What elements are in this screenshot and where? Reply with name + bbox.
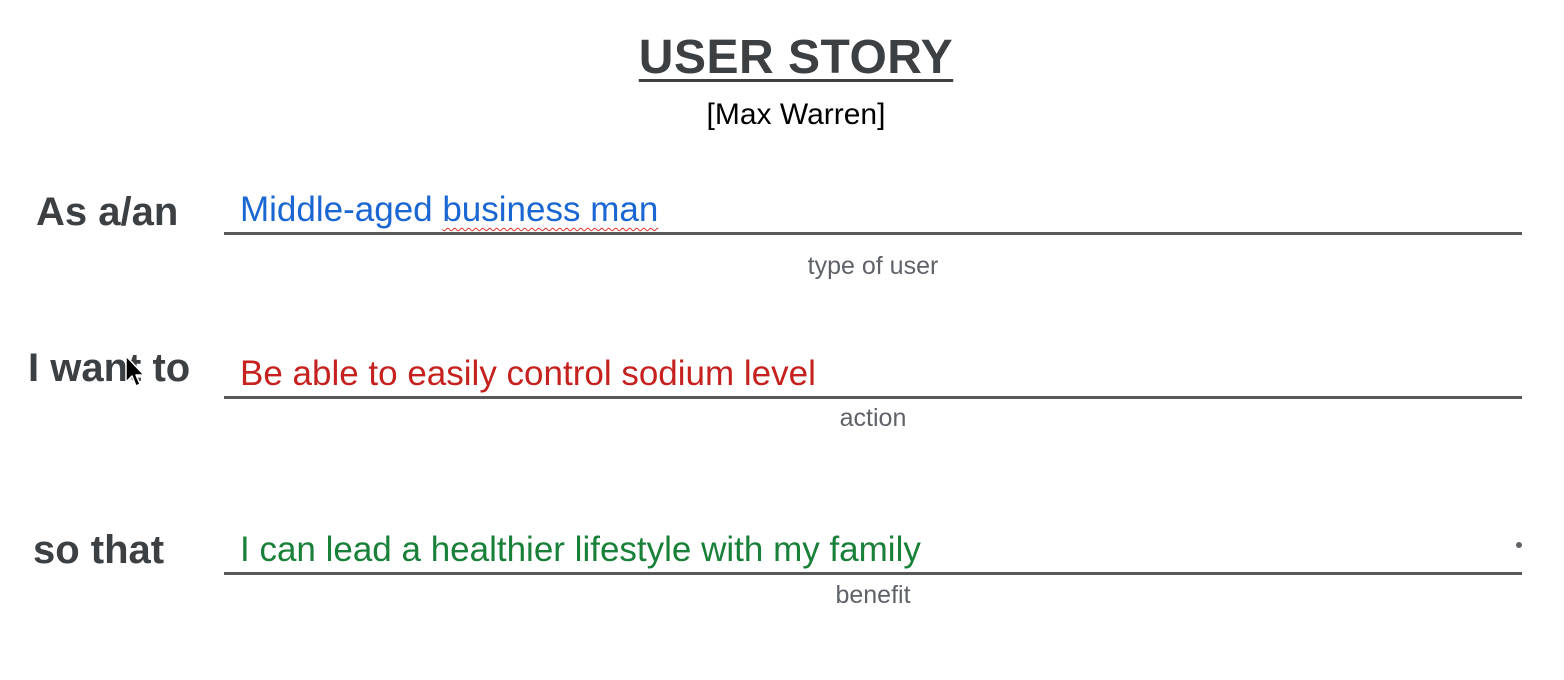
row-label-benefit: so that (33, 528, 165, 572)
user-type-value[interactable]: Middle-aged business man (240, 190, 658, 230)
user-type-value-prefix: Middle-aged (240, 190, 443, 229)
benefit-field[interactable]: I can lead a healthier lifestyle with my… (224, 512, 1522, 575)
action-value[interactable]: Be able to easily control sodium level (240, 354, 816, 393)
mouse-pointer-icon (124, 354, 150, 395)
caption-user-type: type of user (807, 252, 939, 280)
text-caret-dot (1516, 542, 1522, 548)
caption-action: action (839, 404, 907, 432)
user-type-value-misspelled: business man (442, 190, 659, 229)
row-label-action: I want to (28, 346, 191, 390)
author-name: [Max Warren] (706, 98, 886, 131)
benefit-value[interactable]: I can lead a healthier lifestyle with my… (240, 530, 921, 569)
caption-benefit: benefit (835, 581, 911, 609)
action-field[interactable]: Be able to easily control sodium level (224, 336, 1522, 399)
page-title: USER STORY (638, 31, 954, 84)
row-label-user-type: As a/an (36, 190, 179, 234)
user-type-field[interactable]: Middle-aged business man (224, 172, 1522, 235)
